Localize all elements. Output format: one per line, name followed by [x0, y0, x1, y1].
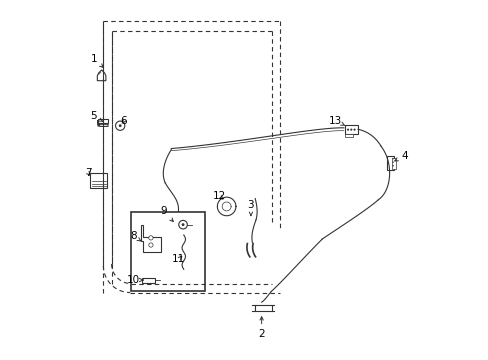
Bar: [344, 134, 353, 137]
Text: 7: 7: [84, 168, 91, 178]
Circle shape: [115, 121, 124, 130]
Circle shape: [349, 129, 352, 131]
Text: 13: 13: [328, 116, 345, 126]
Text: 6: 6: [120, 116, 127, 126]
Text: 2: 2: [258, 317, 264, 339]
Circle shape: [391, 161, 393, 163]
Text: 3: 3: [247, 200, 254, 216]
Circle shape: [179, 220, 187, 229]
Bar: [131, 212, 205, 292]
Text: 10: 10: [127, 275, 143, 285]
Text: 9: 9: [160, 206, 173, 221]
Circle shape: [119, 124, 122, 127]
Circle shape: [148, 243, 153, 247]
Polygon shape: [97, 70, 106, 81]
Bar: [386, 157, 393, 170]
Circle shape: [181, 223, 184, 226]
Bar: [142, 278, 155, 283]
Text: 11: 11: [172, 254, 185, 264]
Polygon shape: [141, 225, 160, 252]
Text: 1: 1: [90, 54, 103, 67]
Polygon shape: [98, 120, 108, 126]
Circle shape: [346, 129, 348, 131]
Circle shape: [391, 158, 393, 159]
Circle shape: [353, 129, 355, 131]
Circle shape: [148, 236, 153, 240]
Text: 5: 5: [90, 111, 102, 121]
Text: 8: 8: [130, 231, 141, 242]
Bar: [391, 158, 395, 168]
Circle shape: [391, 165, 393, 166]
Bar: [90, 173, 107, 188]
Polygon shape: [98, 118, 108, 123]
Text: 12: 12: [212, 192, 225, 202]
Text: 4: 4: [394, 151, 407, 161]
Bar: [254, 305, 271, 311]
Bar: [344, 125, 357, 134]
